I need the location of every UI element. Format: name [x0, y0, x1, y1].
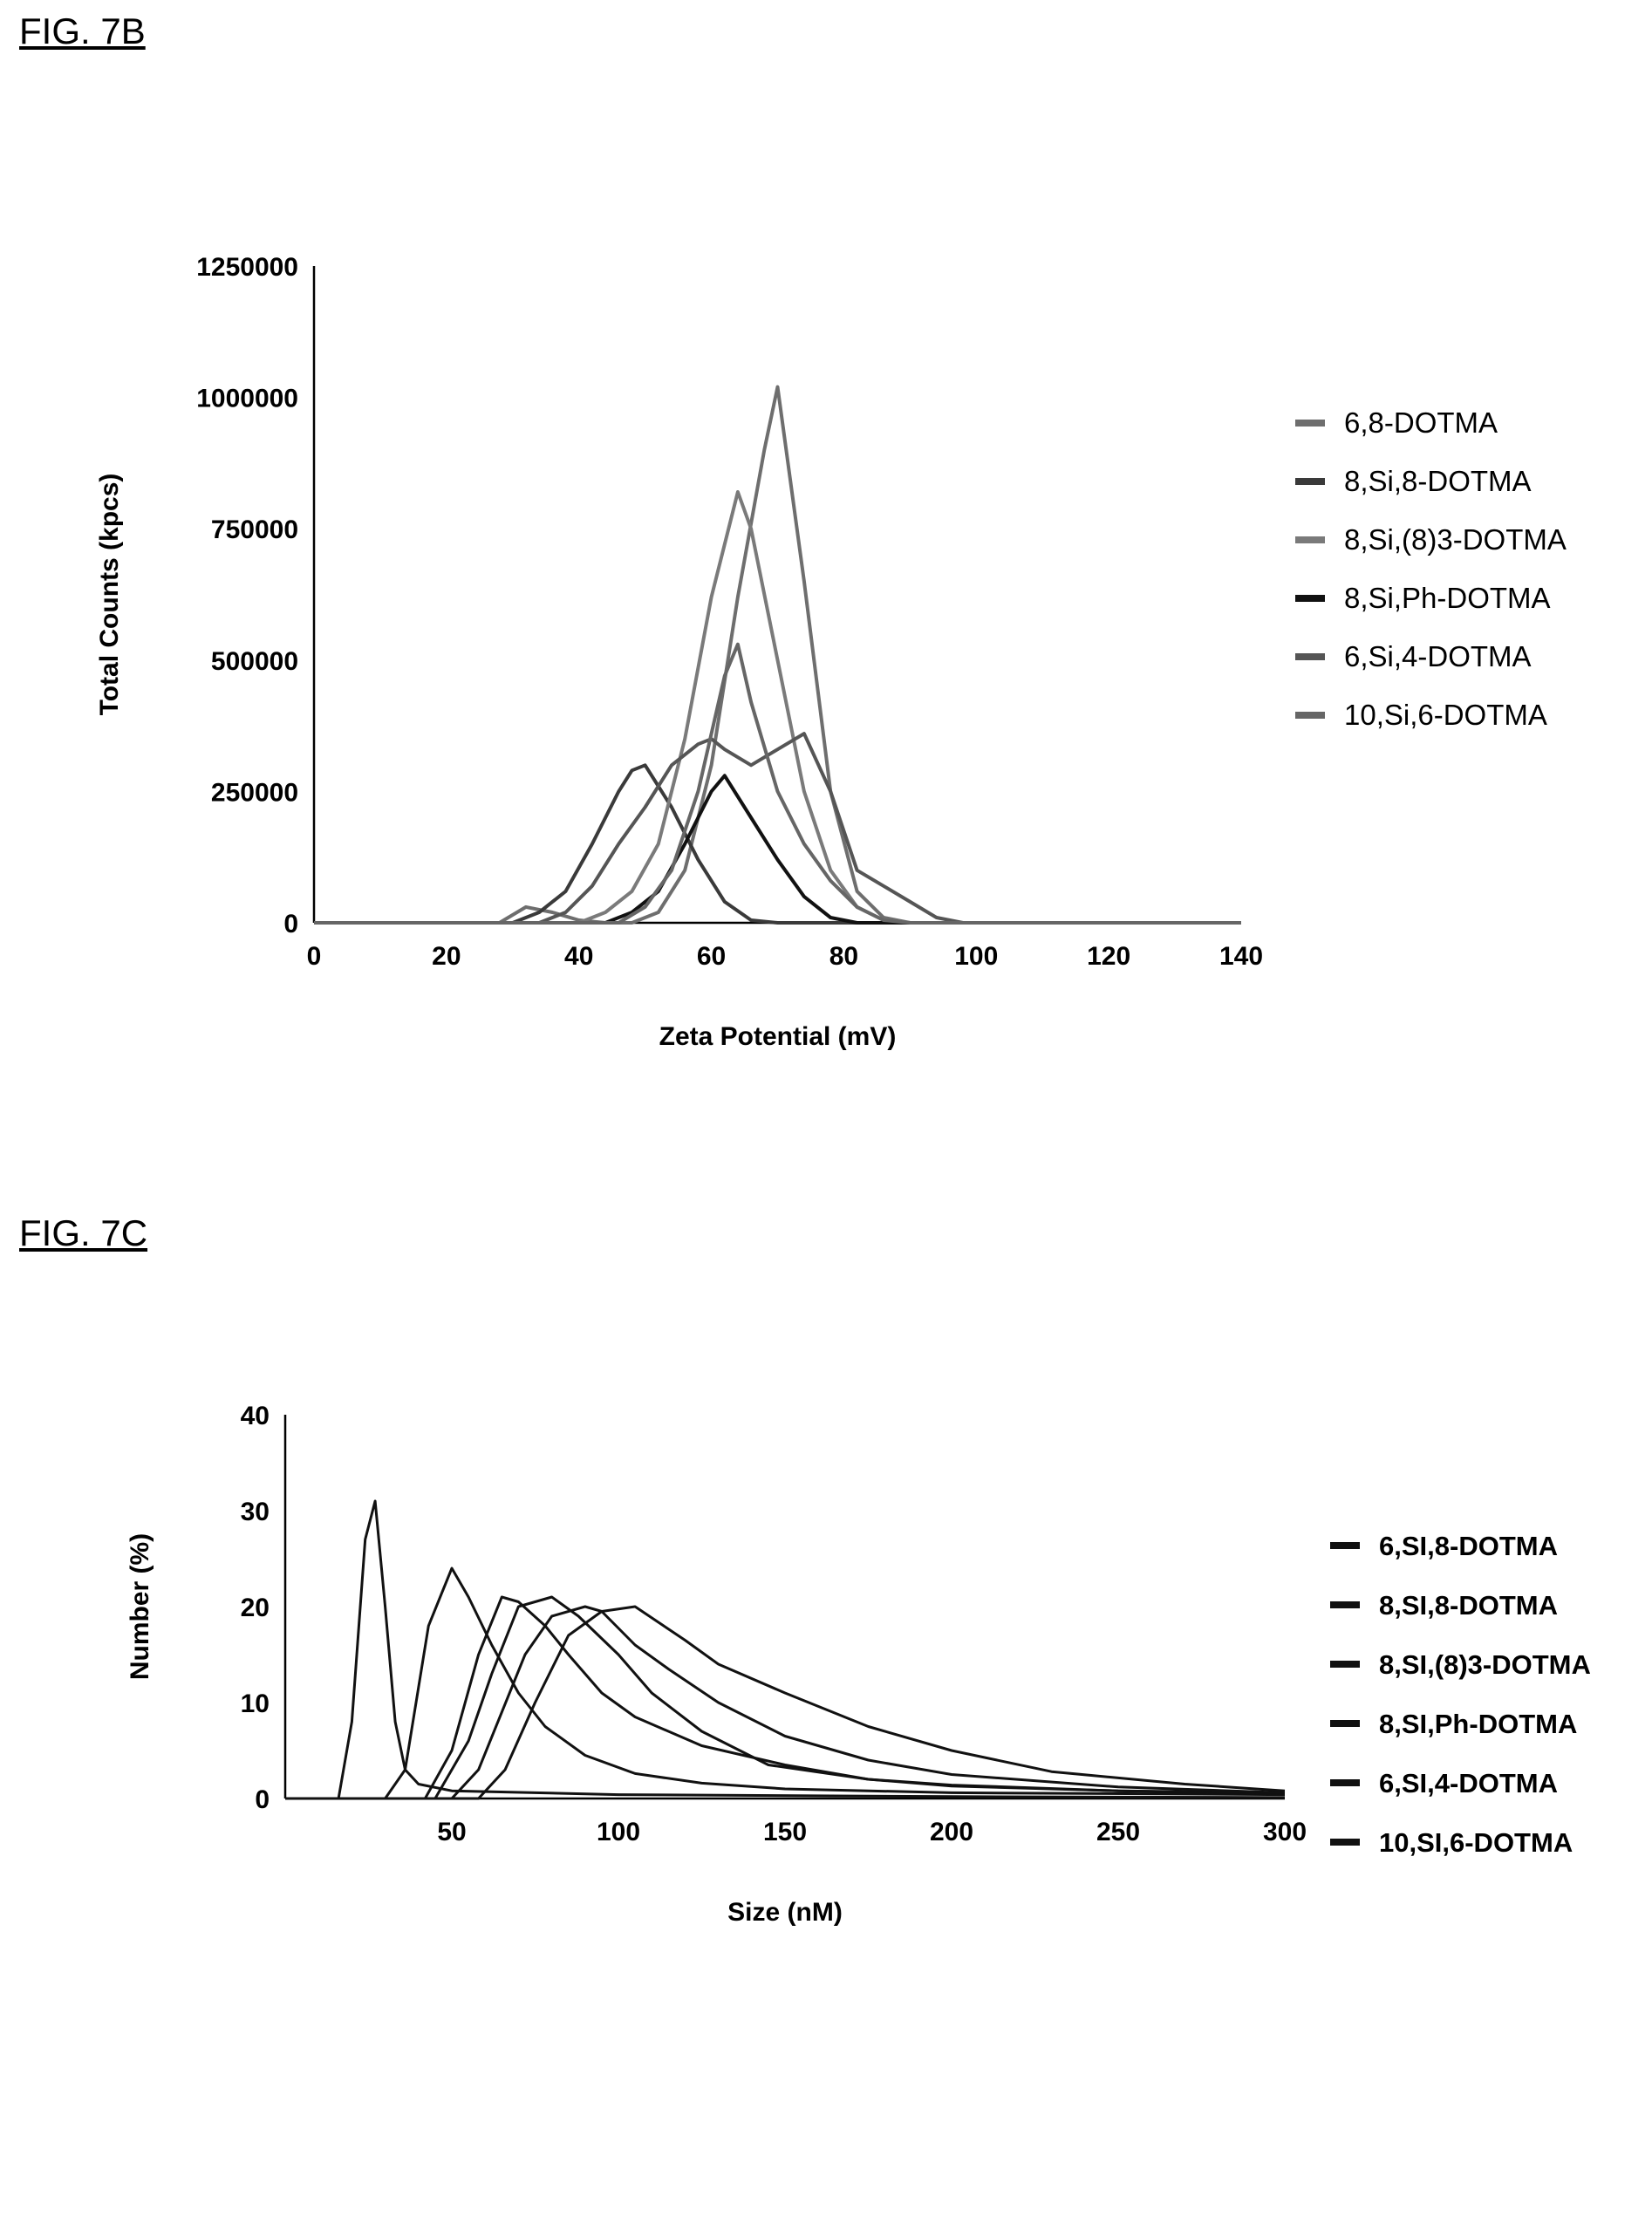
series-line-4	[314, 774, 1241, 925]
y-tick-label: 0	[283, 910, 298, 938]
x-tick-label: 100	[597, 1818, 640, 1846]
x-tick-label: 150	[763, 1818, 807, 1846]
legend-label: 8,SI,8-DOTMA	[1379, 1590, 1558, 1621]
legend-label: 6,SI,4-DOTMA	[1379, 1768, 1558, 1798]
y-axis-title: Number (%)	[126, 1533, 154, 1680]
x-axis-title: Size (nM)	[727, 1898, 843, 1927]
series-line-2	[314, 763, 1241, 925]
x-tick-label: 50	[437, 1818, 466, 1846]
figure-label-7b: FIG. 7B	[19, 10, 146, 51]
x-tick-label: 250	[1096, 1818, 1140, 1846]
series-line-1	[314, 385, 1241, 925]
y-tick-label: 250000	[211, 778, 298, 807]
x-tick-label: 200	[930, 1818, 973, 1846]
legend-label: 10,SI,6-DOTMA	[1379, 1827, 1573, 1858]
y-tick-label: 10	[241, 1689, 270, 1718]
x-tick-label: 140	[1219, 942, 1263, 971]
y-tick-label: 1250000	[196, 253, 298, 282]
series-line-5	[314, 732, 1241, 925]
x-tick-label: 120	[1087, 942, 1130, 971]
y-tick-label: 20	[241, 1594, 270, 1622]
x-tick-label: 20	[432, 942, 461, 971]
legend-label: 8,Si,8-DOTMA	[1344, 465, 1532, 497]
legend-label: 8,Si,(8)3-DOTMA	[1344, 523, 1567, 556]
y-axis-title: Total Counts (kpcs)	[95, 474, 124, 716]
figure-label-7c: FIG. 7C	[19, 1212, 148, 1253]
series-line-2	[285, 1566, 1286, 1800]
y-tick-label: 1000000	[196, 385, 298, 413]
legend-label: 10,Si,6-DOTMA	[1344, 699, 1547, 731]
x-tick-label: 300	[1263, 1818, 1307, 1846]
series-line-1	[285, 1499, 1286, 1800]
legend-label: 6,Si,4-DOTMA	[1344, 640, 1532, 672]
x-tick-label: 60	[697, 942, 726, 971]
legend-label: 6,8-DOTMA	[1344, 406, 1498, 439]
x-tick-label: 100	[954, 942, 998, 971]
legend-label: 8,SI,(8)3-DOTMA	[1379, 1649, 1591, 1680]
y-tick-label: 500000	[211, 647, 298, 676]
series-line-4	[285, 1595, 1286, 1800]
y-tick-label: 30	[241, 1498, 270, 1526]
x-tick-label: 40	[564, 942, 593, 971]
y-tick-label: 750000	[211, 515, 298, 544]
y-tick-label: 0	[255, 1785, 270, 1814]
zeta-potential-chart: 0 20 40 60 80 100 120 140 0 250000 500000 750000 100…	[95, 253, 1567, 1051]
series-line-5	[285, 1605, 1286, 1800]
x-tick-label: 80	[829, 942, 858, 971]
series-line-6	[314, 642, 1241, 925]
x-tick-label: 0	[307, 942, 322, 971]
legend-label: 6,SI,8-DOTMA	[1379, 1531, 1558, 1561]
legend-label: 8,Si,Ph-DOTMA	[1344, 582, 1551, 614]
x-axis-title: Zeta Potential (mV)	[659, 1022, 897, 1051]
legend-label: 8,SI,Ph-DOTMA	[1379, 1709, 1577, 1739]
y-tick-label: 40	[241, 1402, 270, 1430]
series-line-6	[285, 1605, 1286, 1800]
